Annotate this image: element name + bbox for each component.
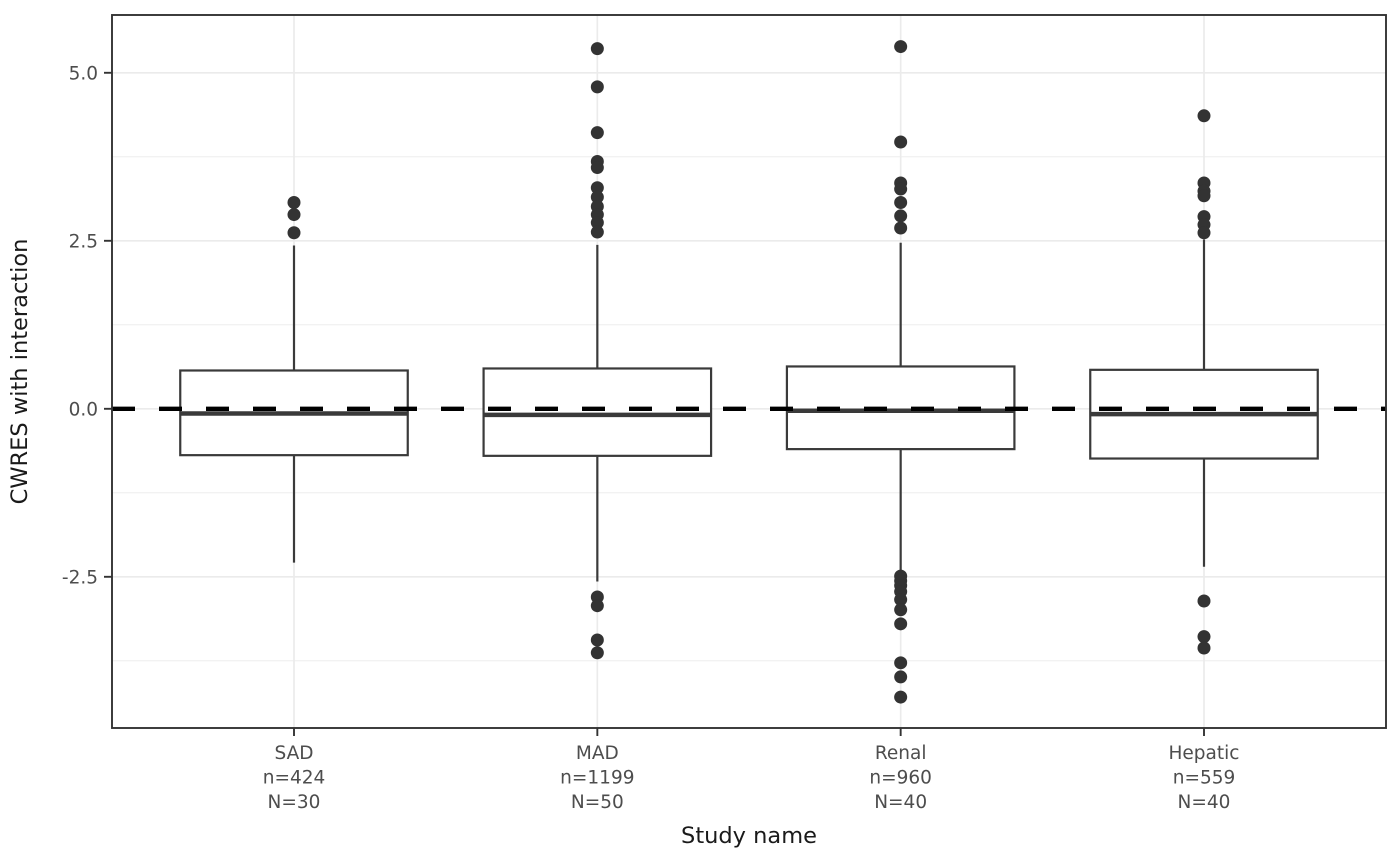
boxplot-mad-outlier-point xyxy=(590,80,604,94)
boxplot-hepatic-outlier-point xyxy=(1197,630,1211,644)
boxplot-mad-outlier-point xyxy=(590,42,604,56)
boxplot-mad-outlier-point xyxy=(590,633,604,647)
boxplot-renal-outlier-point xyxy=(894,617,908,631)
boxplot-hepatic-outlier-point xyxy=(1197,189,1211,203)
boxplot-renal-outlier-point xyxy=(894,221,908,235)
x-tick-label-line: n=960 xyxy=(869,768,932,789)
x-tick-label-line: n=559 xyxy=(1173,768,1236,789)
boxplot-mad-outlier-point xyxy=(590,216,604,230)
y-tick-label: -2.5 xyxy=(62,567,98,588)
boxplot-sad-outlier-point xyxy=(287,195,301,209)
y-tick-label: 5.0 xyxy=(69,63,98,84)
boxplot-renal-outlier-point xyxy=(894,135,908,149)
boxplot-mad-box xyxy=(482,367,713,457)
boxplot-renal-outlier-point xyxy=(894,656,908,670)
boxplot-sad-outlier-point xyxy=(287,226,301,240)
boxplot-mad-outlier-point xyxy=(590,126,604,140)
boxplot-hepatic-outlier-point xyxy=(1197,594,1211,608)
boxplot-hepatic-outlier-point xyxy=(1197,109,1211,123)
boxplot-mad-outlier-point xyxy=(590,225,604,239)
boxplot-renal-outlier-point xyxy=(894,195,908,209)
boxplot-mad-outlier-point xyxy=(590,190,604,204)
x-axis-title: Study name xyxy=(681,823,817,849)
boxplot-mad-outlier-point xyxy=(590,181,604,195)
x-tick-label-line: N=50 xyxy=(571,792,624,813)
x-tick-label-line: SAD xyxy=(275,743,314,764)
boxplot-renal-outlier-point xyxy=(894,603,908,617)
boxplot-mad-outlier-point xyxy=(590,646,604,660)
boxplot-renal-outlier-point xyxy=(894,40,908,54)
x-tick-label-line: Hepatic xyxy=(1169,743,1240,764)
boxplot-renal-outlier-point xyxy=(894,670,908,684)
boxplot-hepatic-outlier-point xyxy=(1197,641,1211,655)
x-tick-label-line: n=1199 xyxy=(560,768,634,789)
x-tick-label-line: N=30 xyxy=(268,792,321,813)
y-tick-label: 2.5 xyxy=(69,231,98,252)
boxplot-renal-outlier-point xyxy=(894,182,908,196)
boxplot-mad-outlier-point xyxy=(590,599,604,613)
boxplot-renal-outlier-point xyxy=(894,690,908,704)
x-tick-label-line: N=40 xyxy=(874,792,927,813)
boxplot-hepatic-outlier-point xyxy=(1197,226,1211,240)
boxplot-renal-outlier-point xyxy=(894,593,908,607)
boxplot-renal-outlier-point xyxy=(894,209,908,223)
y-tick-label: 0.0 xyxy=(69,399,98,420)
boxplot-sad-outlier-point xyxy=(287,208,301,222)
x-tick-label-line: MAD xyxy=(576,743,619,764)
panel-border xyxy=(111,14,1387,729)
x-tick-label-line: n=424 xyxy=(263,768,326,789)
x-tick-label-line: Renal xyxy=(875,743,927,764)
x-tick-label-line: N=40 xyxy=(1178,792,1231,813)
y-axis-title: CWRES with interaction xyxy=(7,239,33,505)
boxplot-mad-outlier-point xyxy=(590,161,604,175)
